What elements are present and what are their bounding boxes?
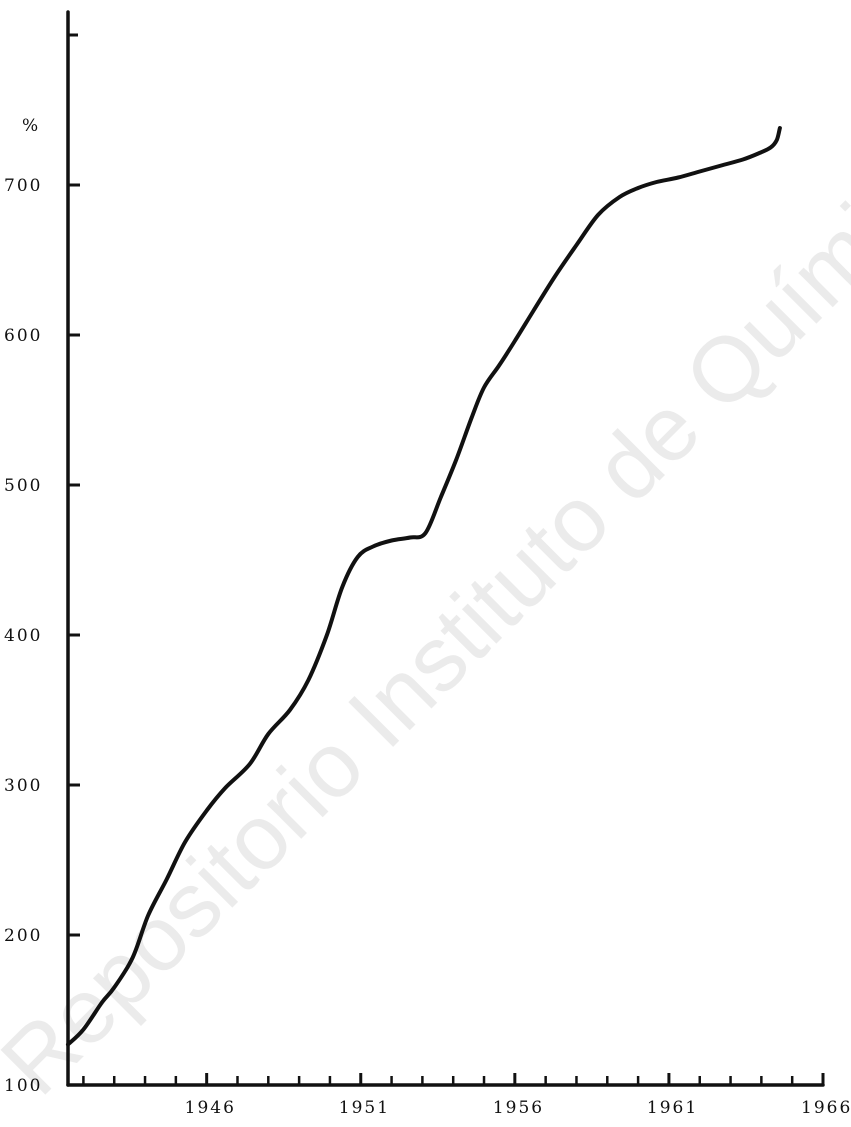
series-line <box>66 126 782 1047</box>
axes <box>66 10 825 1087</box>
y-axis-unit-label: % <box>22 116 38 136</box>
y-ticks: 100 200 300 400 500 600 700 <box>4 33 80 1096</box>
x-tick-label: 1961 <box>647 1098 698 1118</box>
series-group <box>66 126 782 1047</box>
y-tick-label: 300 <box>4 776 42 796</box>
x-tick-label: 1956 <box>493 1098 544 1118</box>
y-tick-label: 400 <box>4 626 42 646</box>
x-tick-label: 1946 <box>185 1098 236 1118</box>
y-tick-label: 100 <box>4 1076 42 1096</box>
y-tick-label: 200 <box>4 926 42 946</box>
x-ticks: 1946 1951 1956 1961 1966 <box>82 1073 851 1118</box>
x-tick-label: 1966 <box>801 1098 851 1118</box>
y-tick-label: 700 <box>4 176 42 196</box>
x-tick-label: 1951 <box>339 1098 390 1118</box>
y-tick-label: 500 <box>4 476 42 496</box>
y-tick-label: 600 <box>4 326 42 346</box>
